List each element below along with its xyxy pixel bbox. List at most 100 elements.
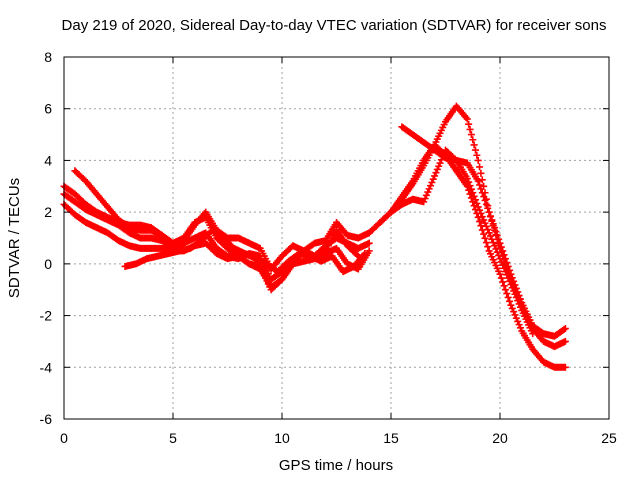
data-point [499, 261, 507, 269]
data-point [477, 209, 485, 217]
data-point [506, 297, 514, 305]
y-axis-label: SDTVAR / TECUs [6, 178, 23, 298]
data-point [482, 239, 490, 247]
data-point [451, 155, 459, 163]
data-point [489, 239, 497, 247]
data-point [463, 175, 471, 183]
series-track-5 [121, 226, 369, 276]
data-point [512, 314, 520, 322]
data-point [429, 175, 437, 183]
data-point [435, 162, 443, 170]
x-tick-label: 25 [601, 430, 617, 446]
data-point [424, 188, 432, 196]
data-point [431, 172, 439, 180]
y-tick-label: 4 [44, 152, 52, 168]
data-point [481, 197, 489, 205]
data-point [471, 146, 479, 154]
data-point [361, 250, 369, 258]
data-point [428, 178, 436, 186]
x-tick-label: 20 [492, 430, 508, 446]
data-point [480, 216, 488, 224]
data-point [481, 234, 489, 242]
data-point [480, 230, 488, 238]
data-point [465, 120, 473, 128]
data-point [508, 284, 516, 292]
data-point [474, 203, 482, 211]
data-point [491, 226, 499, 234]
data-point [439, 153, 447, 161]
ticks [63, 56, 610, 420]
data-point [425, 185, 433, 193]
x-tick-label: 0 [60, 430, 68, 446]
data-point [488, 217, 496, 225]
data-point [481, 189, 489, 197]
data-point [500, 264, 508, 272]
data-point [507, 281, 515, 289]
data-point [515, 300, 523, 308]
data-point [476, 218, 484, 226]
data-point [497, 274, 505, 282]
grid [64, 57, 609, 419]
data-point [560, 325, 568, 333]
data-point [466, 182, 474, 190]
data-point [466, 125, 474, 133]
y-tick-label: -4 [40, 359, 53, 375]
data-point [511, 311, 519, 319]
y-tick-label: 8 [44, 49, 52, 65]
data-point [476, 163, 484, 171]
data-point [515, 321, 523, 329]
data-point [470, 192, 478, 200]
data-point [514, 317, 522, 325]
data-point [495, 240, 503, 248]
data-point [465, 178, 473, 186]
x-tick-label: 15 [383, 430, 399, 446]
y-tick-label: 0 [44, 256, 52, 272]
data-point [469, 189, 477, 197]
data-point [503, 271, 511, 279]
plot-frame [63, 56, 610, 420]
data-point [506, 277, 514, 285]
data-point [482, 222, 490, 230]
data-point [353, 251, 361, 259]
data-point [485, 208, 493, 216]
data-point [427, 182, 435, 190]
data-point [481, 219, 489, 227]
data-point [503, 290, 511, 298]
data-point [499, 278, 507, 286]
data-point [474, 156, 482, 164]
data-point [489, 222, 497, 230]
data-point [512, 293, 520, 301]
data-point [433, 165, 441, 173]
data-point [501, 286, 509, 294]
data-point [492, 231, 500, 239]
data-point [476, 206, 484, 214]
data-point [463, 115, 471, 123]
y-tick-label: -2 [40, 308, 53, 324]
data-point [486, 213, 494, 221]
data-point [484, 243, 492, 251]
data-point [473, 199, 481, 207]
data-point [488, 235, 496, 243]
x-tick-label: 10 [274, 430, 290, 446]
data-point [516, 303, 524, 311]
data-point [493, 248, 501, 256]
data-point [495, 251, 503, 259]
data-point [511, 290, 519, 298]
data-point [477, 169, 485, 177]
data-point [485, 229, 493, 237]
data-point [420, 198, 428, 206]
data-point [504, 274, 512, 282]
data-markers [60, 102, 569, 371]
data-point [492, 245, 500, 253]
data-point [478, 213, 486, 221]
y-tick-label: -6 [40, 411, 53, 427]
data-point [365, 239, 373, 247]
y-tick-label: 6 [44, 101, 52, 117]
data-point [561, 363, 569, 371]
data-point [529, 330, 537, 338]
x-axis-label: GPS time / hours [279, 457, 393, 474]
data-point [474, 177, 482, 185]
data-point [500, 282, 508, 290]
x-tick-labels: 0 5 10 15 20 25 [60, 430, 617, 446]
chart-title: Day 219 of 2020, Sidereal Day-to-day VTE… [62, 17, 607, 34]
